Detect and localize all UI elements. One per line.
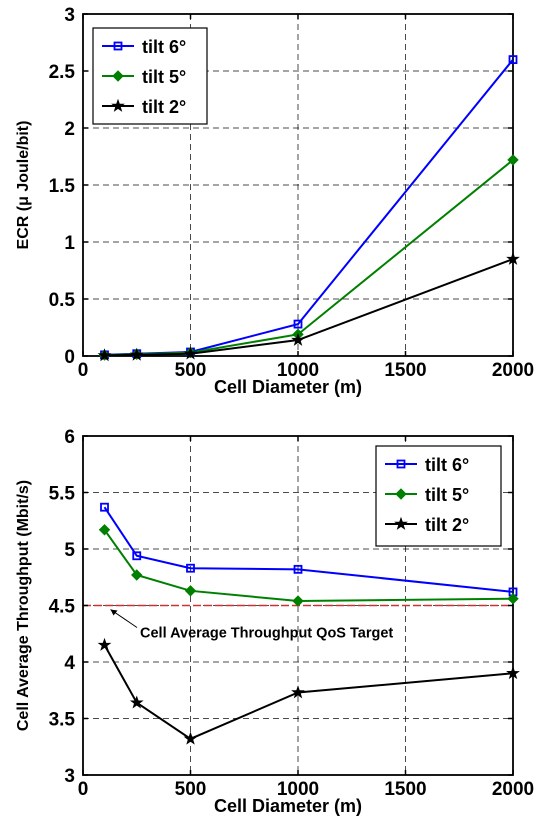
data-point [508, 55, 518, 64]
x-axis-label: Cell Diameter (m) [214, 377, 362, 397]
data-point [292, 595, 304, 607]
chart-2: 0 500 1000 1500 2000 3 3.5 4 4.5 5 5.5 6 Cell Diamet… [15, 427, 534, 816]
y-tick-label: 0 [64, 347, 75, 368]
legend-marker [395, 488, 407, 500]
data-point [100, 502, 109, 512]
series-line [104, 258, 514, 357]
x-tick-label: 500 [175, 779, 207, 800]
data-point [293, 319, 303, 329]
data-point [186, 563, 195, 573]
data-point [97, 348, 112, 362]
x-tick-label: 0 [78, 360, 89, 381]
legend-label: tilt 2° [142, 97, 186, 117]
series-2 [98, 524, 519, 607]
x-tick-label: 0 [78, 779, 89, 800]
y-axis-label: ECR (μ Joule/bit) [15, 121, 32, 250]
legend-label: tilt 5° [142, 67, 186, 87]
x-tick-label: 2000 [492, 779, 534, 800]
y-tick-label: 1.5 [49, 176, 76, 197]
y-tick-label: 5 [64, 540, 75, 561]
data-point [183, 731, 198, 745]
data-point [98, 524, 111, 536]
data-point [131, 569, 143, 581]
series-line [103, 506, 514, 593]
y-tick-label: 2 [64, 119, 75, 140]
series-3 [97, 251, 520, 362]
data-point [507, 593, 519, 605]
y-tick-label: 3 [64, 5, 75, 26]
y-tick-label: 4.5 [49, 597, 76, 618]
data-point [183, 346, 198, 360]
chart-1: 0 500 1000 1500 2000 0 0.5 1 1.5 2 2.5 3 Cell Diamet… [15, 5, 534, 397]
legend: tilt 6° tilt 5° tilt 2° [375, 445, 502, 547]
x-tick-label: 1000 [277, 360, 319, 381]
annotation-arrow-head [110, 609, 118, 616]
legend-marker [396, 459, 406, 469]
y-tick-label: 2.5 [49, 62, 76, 83]
x-tick-label: 2000 [492, 360, 534, 381]
legend-marker [112, 70, 124, 82]
y-tick-label: 1 [64, 233, 75, 254]
data-point [506, 666, 520, 680]
legend: tilt 6° tilt 5° tilt 2° [92, 27, 208, 125]
series-line [103, 644, 514, 740]
data-point [506, 251, 520, 265]
series-2 [98, 154, 519, 361]
y-tick-label: 0.5 [49, 290, 76, 311]
data-point [97, 637, 112, 651]
y-axis-label: Cell Average Throughput (Mbit/s) [15, 480, 32, 731]
legend-marker [111, 98, 125, 112]
legend-label: tilt 6° [425, 455, 469, 475]
x-tick-label: 500 [175, 360, 207, 381]
data-point [184, 585, 197, 597]
y-tick-label: 5.5 [49, 484, 76, 505]
y-tick-label: 3 [64, 766, 75, 787]
data-point [132, 551, 142, 561]
x-axis-label: Cell Diameter (m) [214, 796, 362, 816]
legend-label: tilt 2° [425, 515, 469, 535]
legend-marker [394, 516, 408, 530]
x-tick-label: 1500 [384, 779, 426, 800]
data-point [291, 685, 305, 699]
series-3 [97, 637, 520, 745]
legend-label: tilt 6° [142, 37, 186, 57]
y-tick-label: 6 [64, 427, 75, 448]
data-point [507, 154, 519, 166]
data-point [293, 564, 303, 574]
y-tick-label: 4 [64, 653, 75, 674]
data-point [129, 695, 144, 709]
annotation-text: Cell Average Throughput QoS Target [140, 626, 393, 642]
series-1 [100, 502, 518, 597]
y-tick-label: 3.5 [49, 710, 76, 731]
x-tick-label: 1000 [277, 779, 319, 800]
data-point [129, 347, 144, 361]
series-line [104, 159, 514, 357]
legend-marker [113, 41, 123, 51]
data-point [291, 332, 305, 346]
x-tick-label: 1500 [384, 360, 426, 381]
legend-label: tilt 5° [425, 485, 469, 505]
